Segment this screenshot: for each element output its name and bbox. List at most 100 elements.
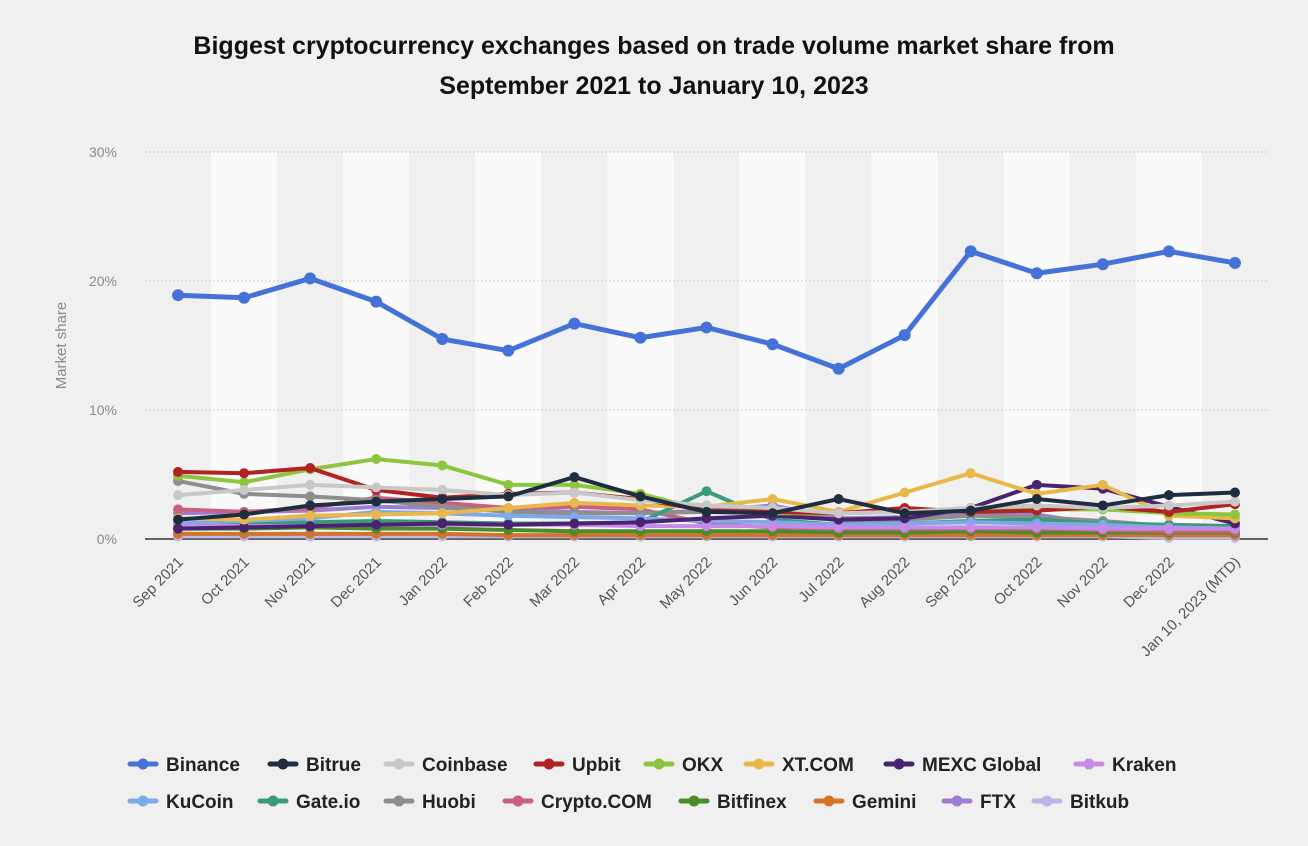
legend-swatch-marker bbox=[1083, 758, 1095, 770]
data-point bbox=[503, 519, 514, 530]
legend-label: Gate.io bbox=[296, 792, 360, 813]
legend-label: Kraken bbox=[1112, 755, 1176, 776]
x-tick-label: Nov 2021 bbox=[262, 554, 319, 611]
legend-swatch-marker bbox=[893, 758, 905, 770]
data-point bbox=[173, 490, 184, 501]
legend-item: KuCoin bbox=[127, 792, 234, 813]
data-point bbox=[1229, 509, 1240, 520]
data-point bbox=[569, 472, 580, 483]
y-tick-label: 20% bbox=[89, 273, 117, 289]
plot-band bbox=[1135, 152, 1202, 539]
data-point bbox=[238, 291, 251, 304]
plot-bands bbox=[211, 152, 1202, 539]
legend-label: Bitrue bbox=[306, 755, 361, 776]
series-group bbox=[172, 245, 1241, 543]
legend-item: Bitfinex bbox=[678, 792, 787, 813]
chart-title-line-2: September 2021 to January 10, 2023 bbox=[439, 72, 869, 100]
data-point bbox=[569, 487, 580, 498]
data-point bbox=[1096, 258, 1109, 271]
data-point bbox=[569, 497, 580, 508]
data-point bbox=[1030, 267, 1043, 280]
data-point bbox=[305, 510, 316, 521]
data-point bbox=[701, 486, 712, 497]
legend-swatch-marker bbox=[512, 795, 524, 807]
x-tick-label: Feb 2022 bbox=[460, 554, 517, 611]
data-point bbox=[503, 510, 514, 521]
legend-swatch-marker bbox=[137, 795, 149, 807]
data-point bbox=[173, 466, 184, 477]
data-point bbox=[1228, 256, 1241, 269]
data-point bbox=[569, 479, 580, 490]
y-tick-label: 30% bbox=[89, 144, 117, 160]
legend-label: Bitkub bbox=[1070, 792, 1129, 813]
x-tick-label: Oct 2021 bbox=[198, 554, 253, 609]
series-line bbox=[175, 248, 1238, 372]
data-point bbox=[569, 518, 580, 529]
legend-item: Upbit bbox=[533, 755, 621, 776]
x-tick-label: Aug 2022 bbox=[856, 554, 913, 611]
legend-item: Huobi bbox=[383, 792, 476, 813]
legend-swatch-marker bbox=[393, 758, 405, 770]
data-point bbox=[635, 517, 646, 528]
chart-title-line-1: Biggest cryptocurrency exchanges based o… bbox=[193, 32, 1115, 60]
x-tick-label: Apr 2022 bbox=[594, 554, 649, 609]
legend-item: Gemini bbox=[813, 792, 916, 813]
series-bitrue bbox=[173, 472, 1240, 525]
x-tick-label: Sep 2021 bbox=[129, 554, 186, 611]
data-point bbox=[568, 317, 581, 330]
data-point bbox=[833, 494, 844, 505]
data-point bbox=[1031, 479, 1042, 490]
x-tick-label: Dec 2022 bbox=[1120, 554, 1177, 611]
legend-label: Crypto.COM bbox=[541, 792, 652, 813]
legend-swatch-marker bbox=[753, 758, 765, 770]
data-point bbox=[964, 245, 977, 258]
data-point bbox=[305, 500, 316, 511]
data-point bbox=[833, 522, 844, 533]
legend-item: Crypto.COM bbox=[502, 792, 652, 813]
legend-item: Gate.io bbox=[257, 792, 360, 813]
legend-swatch-marker bbox=[823, 795, 835, 807]
data-point bbox=[437, 518, 448, 529]
legend-label: Upbit bbox=[572, 755, 621, 776]
data-point bbox=[899, 522, 910, 533]
legend-swatch-marker bbox=[393, 795, 405, 807]
data-point bbox=[305, 479, 316, 490]
legend-label: Gemini bbox=[852, 792, 916, 813]
legend-label: Huobi bbox=[422, 792, 476, 813]
y-tick-label: 10% bbox=[89, 402, 117, 418]
data-point bbox=[503, 503, 514, 514]
data-point bbox=[898, 329, 911, 342]
legend-item: Kraken bbox=[1073, 755, 1176, 776]
data-point bbox=[437, 484, 448, 495]
data-point bbox=[1031, 522, 1042, 533]
data-point bbox=[1031, 494, 1042, 505]
data-point bbox=[1097, 523, 1108, 534]
plot-band bbox=[1003, 152, 1070, 539]
data-point bbox=[371, 519, 382, 530]
data-point bbox=[436, 333, 449, 346]
data-point bbox=[634, 331, 647, 344]
y-gridlines: 0% 10% 20% 30% bbox=[89, 144, 1268, 547]
legend-item: Bitrue bbox=[267, 755, 361, 776]
data-point bbox=[239, 522, 250, 533]
legend-label: Coinbase bbox=[422, 755, 508, 776]
data-point bbox=[767, 494, 778, 505]
data-point bbox=[965, 505, 976, 516]
x-tick-labels: Sep 2021 Oct 2021 Nov 2021 Dec 2021 Jan 2022… bbox=[129, 554, 1243, 660]
legend-swatch-marker bbox=[277, 758, 289, 770]
data-point bbox=[370, 295, 383, 308]
data-point bbox=[437, 460, 448, 471]
legend-label: Binance bbox=[166, 755, 240, 776]
data-point bbox=[965, 522, 976, 533]
data-point bbox=[239, 484, 250, 495]
data-point bbox=[1163, 523, 1174, 534]
data-point bbox=[1162, 245, 1175, 258]
data-point bbox=[437, 508, 448, 519]
data-point bbox=[1097, 479, 1108, 490]
x-tick-label: May 2022 bbox=[657, 554, 716, 613]
data-point bbox=[503, 491, 514, 502]
legend-item: Bitkub bbox=[1031, 792, 1129, 813]
data-point bbox=[833, 508, 844, 519]
